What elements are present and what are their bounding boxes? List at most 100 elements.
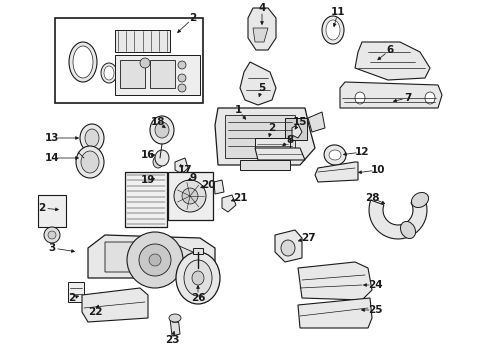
Text: 24: 24 (368, 280, 382, 290)
Text: 26: 26 (191, 293, 205, 303)
Text: 16: 16 (141, 150, 155, 160)
Text: 23: 23 (165, 335, 179, 345)
Ellipse shape (153, 156, 163, 168)
Text: 8: 8 (286, 135, 294, 145)
Bar (68, 282, 84, 302)
Polygon shape (315, 162, 358, 182)
Bar (193, 248, 203, 254)
Polygon shape (292, 124, 302, 138)
Polygon shape (170, 316, 180, 336)
Text: 2: 2 (189, 13, 196, 23)
Text: 25: 25 (368, 305, 382, 315)
Text: 27: 27 (301, 233, 315, 243)
Ellipse shape (400, 221, 416, 239)
Ellipse shape (155, 150, 169, 166)
Ellipse shape (326, 20, 340, 40)
Ellipse shape (155, 122, 169, 138)
Polygon shape (240, 62, 276, 105)
Ellipse shape (85, 129, 99, 147)
Bar (285, 118, 307, 140)
Ellipse shape (80, 124, 104, 152)
Text: 13: 13 (45, 133, 59, 143)
Polygon shape (82, 288, 148, 322)
Bar (38, 195, 66, 227)
Bar (125, 172, 167, 227)
Text: 14: 14 (45, 153, 59, 163)
Ellipse shape (44, 227, 60, 243)
Text: 2: 2 (69, 293, 75, 303)
Ellipse shape (76, 146, 104, 178)
Ellipse shape (192, 271, 204, 285)
Ellipse shape (149, 254, 161, 266)
Text: 28: 28 (365, 193, 379, 203)
Text: 11: 11 (331, 7, 345, 17)
Polygon shape (308, 112, 325, 132)
Ellipse shape (174, 180, 206, 212)
Ellipse shape (139, 244, 171, 276)
Ellipse shape (73, 46, 93, 78)
Text: 2: 2 (269, 123, 275, 133)
Polygon shape (248, 8, 276, 50)
Ellipse shape (48, 231, 56, 239)
Text: 19: 19 (141, 175, 155, 185)
Polygon shape (369, 195, 427, 239)
Ellipse shape (412, 193, 429, 208)
Ellipse shape (104, 66, 114, 80)
Ellipse shape (355, 92, 365, 104)
Text: 12: 12 (355, 147, 369, 157)
Polygon shape (88, 235, 215, 278)
Text: 15: 15 (293, 117, 307, 127)
Ellipse shape (178, 74, 186, 82)
Bar (150, 60, 175, 88)
Polygon shape (214, 180, 224, 194)
Ellipse shape (150, 116, 174, 144)
Bar (168, 172, 213, 220)
Text: 2: 2 (38, 203, 46, 213)
Ellipse shape (81, 151, 99, 173)
Text: 4: 4 (258, 3, 266, 13)
Bar (115, 55, 200, 95)
Ellipse shape (322, 16, 344, 44)
Ellipse shape (69, 42, 97, 82)
Polygon shape (298, 298, 372, 328)
Ellipse shape (425, 92, 435, 104)
Ellipse shape (101, 63, 117, 83)
Ellipse shape (169, 314, 181, 322)
Text: 22: 22 (88, 307, 102, 317)
Text: 1: 1 (234, 105, 242, 115)
Text: 6: 6 (387, 45, 393, 55)
Text: 5: 5 (258, 83, 266, 93)
Polygon shape (298, 262, 372, 300)
Ellipse shape (184, 260, 212, 296)
Ellipse shape (329, 150, 341, 160)
Ellipse shape (178, 61, 186, 69)
Text: 10: 10 (371, 165, 385, 175)
Text: 9: 9 (190, 173, 196, 183)
Polygon shape (253, 28, 268, 42)
Ellipse shape (182, 188, 198, 204)
Polygon shape (340, 82, 442, 108)
Polygon shape (105, 242, 200, 272)
Bar (120, 60, 145, 88)
Text: 7: 7 (404, 93, 412, 103)
Text: 20: 20 (201, 180, 215, 190)
Bar (255, 138, 290, 150)
Polygon shape (215, 108, 315, 165)
Text: 3: 3 (49, 243, 56, 253)
Polygon shape (275, 230, 302, 262)
Polygon shape (222, 195, 236, 212)
Polygon shape (240, 160, 290, 170)
Polygon shape (255, 148, 305, 160)
Ellipse shape (127, 232, 183, 288)
Text: 17: 17 (178, 165, 192, 175)
Polygon shape (355, 42, 430, 80)
Bar (115, 30, 170, 52)
Ellipse shape (178, 84, 186, 92)
Ellipse shape (281, 240, 295, 256)
Text: 18: 18 (151, 117, 165, 127)
Polygon shape (225, 115, 295, 158)
Bar (55, 18, 203, 103)
Ellipse shape (176, 252, 220, 304)
Ellipse shape (324, 145, 346, 165)
Ellipse shape (140, 58, 150, 68)
